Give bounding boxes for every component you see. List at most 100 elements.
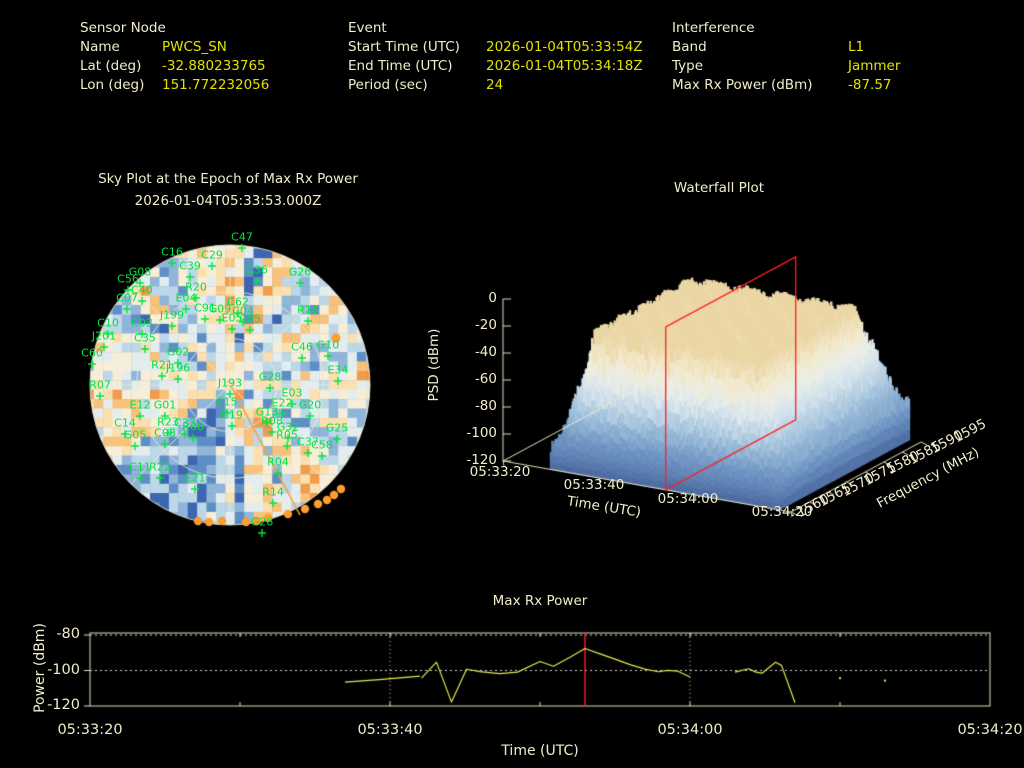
sky-plot-title: Sky Plot at the Epoch of Max Rx Power	[98, 171, 358, 187]
power-y-tick: -120	[47, 697, 80, 713]
event-period-value: 24	[486, 77, 504, 93]
sky-satellite-label: C62	[227, 295, 249, 309]
sky-satellite-label: C37	[297, 435, 319, 449]
sensor-name-value: PWCS_SN	[162, 39, 227, 55]
sky-satellite-label: J199	[159, 308, 185, 322]
interference-band-label: Band	[672, 39, 707, 55]
sky-satellite-label: R21	[151, 358, 173, 372]
power-x-tick: 05:33:40	[357, 722, 423, 738]
sky-satellite-label: C47	[231, 230, 253, 244]
waterfall-time-tick: 05:34:20	[751, 503, 813, 520]
sky-satellite-label: G09	[208, 302, 232, 316]
sky-satellite-label: C16	[161, 245, 183, 259]
sky-satellite-label: G32	[276, 420, 300, 434]
interference-type-label: Type	[672, 58, 704, 74]
sky-satellite-label: C91	[194, 301, 216, 315]
sky-satellite-label: E05	[221, 311, 243, 325]
waterfall-title: Waterfall Plot	[673, 180, 765, 196]
interference-type-value: Jammer	[848, 58, 901, 74]
waterfall-time-tick: 05:33:40	[563, 477, 625, 494]
sky-satellite-label: R08	[261, 414, 283, 428]
sky-satellite-label: E15	[216, 395, 238, 409]
waterfall-time-tick: 05:33:20	[469, 464, 531, 480]
waterfall-psd-tick: -120	[466, 452, 497, 468]
sky-satellite-label: G02	[166, 345, 190, 359]
sky-satellite-label: G13	[255, 405, 279, 419]
sky-satellite-label: G26	[250, 515, 274, 529]
waterfall-time-tick: 05:34:00	[657, 490, 719, 507]
interference-power-value: -87.57	[848, 77, 892, 93]
event-end-value: 2026-01-04T05:34:18Z	[486, 58, 643, 74]
sky-satellite-label: C14	[114, 416, 136, 430]
interference-band-value: L1	[848, 39, 865, 55]
sky-satellite-label: G26	[288, 265, 312, 279]
event-start-value: 2026-01-04T05:33:54Z	[486, 39, 643, 55]
sensor-lon-label: Lon (deg)	[80, 77, 145, 93]
sky-satellite-label: C10	[97, 316, 119, 330]
power-y-tick: -100	[47, 661, 80, 678]
sky-satellite-label: E04	[175, 291, 197, 305]
waterfall-psd-tick: 0	[488, 290, 497, 306]
power-x-tick: 05:34:00	[657, 722, 723, 738]
sky-satellite-label: R14	[262, 485, 284, 499]
sky-satellite-label: G10	[316, 338, 340, 352]
sky-satellite-label: C07	[116, 291, 138, 305]
power-x-tick: 05:33:20	[57, 722, 123, 738]
sky-satellite-label: C39	[179, 259, 201, 273]
waterfall-psd-axis-label: PSD (dBm)	[426, 328, 442, 402]
waterfall-psd-tick: -100	[466, 425, 497, 441]
sky-satellite-label: R16	[297, 303, 319, 317]
event-start-label: Start Time (UTC)	[348, 39, 460, 55]
waterfall-psd-tick: -60	[474, 371, 497, 387]
sky-plot-subtitle: 2026-01-04T05:33:53.000Z	[134, 193, 322, 209]
sky-satellite-label: R06	[182, 420, 204, 434]
sky-satellite-label: R23	[157, 415, 179, 429]
waterfall-psd-tick: -80	[474, 398, 497, 414]
waterfall-psd-tick: -20	[474, 317, 497, 333]
sky-satellite-label: R05	[276, 428, 298, 442]
sensor-node-title: Sensor Node	[80, 20, 166, 36]
sky-satellite-label: C46	[291, 340, 313, 354]
sensor-name-label: Name	[80, 39, 120, 55]
event-title: Event	[348, 20, 387, 36]
sky-satellite-label: J196	[165, 361, 191, 375]
sky-satellite-label: J193	[217, 376, 243, 390]
sky-satellite-label: C58	[311, 438, 333, 452]
power-y-tick: -80	[56, 626, 80, 642]
interference-title: Interference	[672, 20, 755, 36]
event-end-label: End Time (UTC)	[348, 58, 453, 74]
sky-satellite-label: G28	[258, 370, 282, 384]
sky-satellite-label: C11	[129, 460, 151, 474]
sky-satellite-label: C56	[117, 272, 139, 286]
sky-satellite-label: E34	[327, 363, 349, 377]
sky-satellite-label: R22	[149, 460, 171, 474]
sky-satellite-label: G20	[298, 398, 322, 412]
sky-satellite-label: E21	[184, 471, 206, 485]
sky-satellite-label: C60	[81, 346, 103, 360]
sky-satellite-label: G25	[325, 421, 349, 435]
power-plot-title: Max Rx Power	[492, 593, 588, 609]
sensor-lon-value: 151.772232056	[162, 77, 270, 93]
sky-satellite-label: G05	[123, 428, 147, 442]
interference-power-label: Max Rx Power (dBm)	[672, 77, 813, 93]
sky-satellite-label: C08	[154, 426, 176, 440]
sky-satellite-label: E22	[271, 396, 293, 410]
waterfall-psd-tick: -40	[474, 344, 497, 360]
event-period-label: Period (sec)	[348, 77, 428, 93]
sky-satellite-label: R07	[89, 378, 111, 392]
sky-satellite-label: C29	[201, 248, 223, 262]
sky-satellite-label: R20	[185, 280, 207, 294]
power-x-axis-label: Time (UTC)	[501, 743, 579, 759]
sky-satellite-label: C40	[131, 283, 153, 297]
sensor-lat-value: -32.880233765	[162, 58, 266, 74]
sky-satellite-label: G01	[153, 398, 177, 412]
sky-satellite-label: C03	[131, 316, 153, 330]
sky-satellite-label: J201	[91, 329, 117, 343]
sky-satellite-label: E12	[129, 398, 151, 412]
sky-satellite-label: C19	[221, 408, 243, 422]
power-x-tick: 05:34:20	[957, 722, 1023, 738]
sky-satellite-label: G08	[128, 265, 152, 279]
sky-satellite-label: R04	[267, 455, 289, 469]
sky-satellite-label: C04	[232, 304, 254, 318]
